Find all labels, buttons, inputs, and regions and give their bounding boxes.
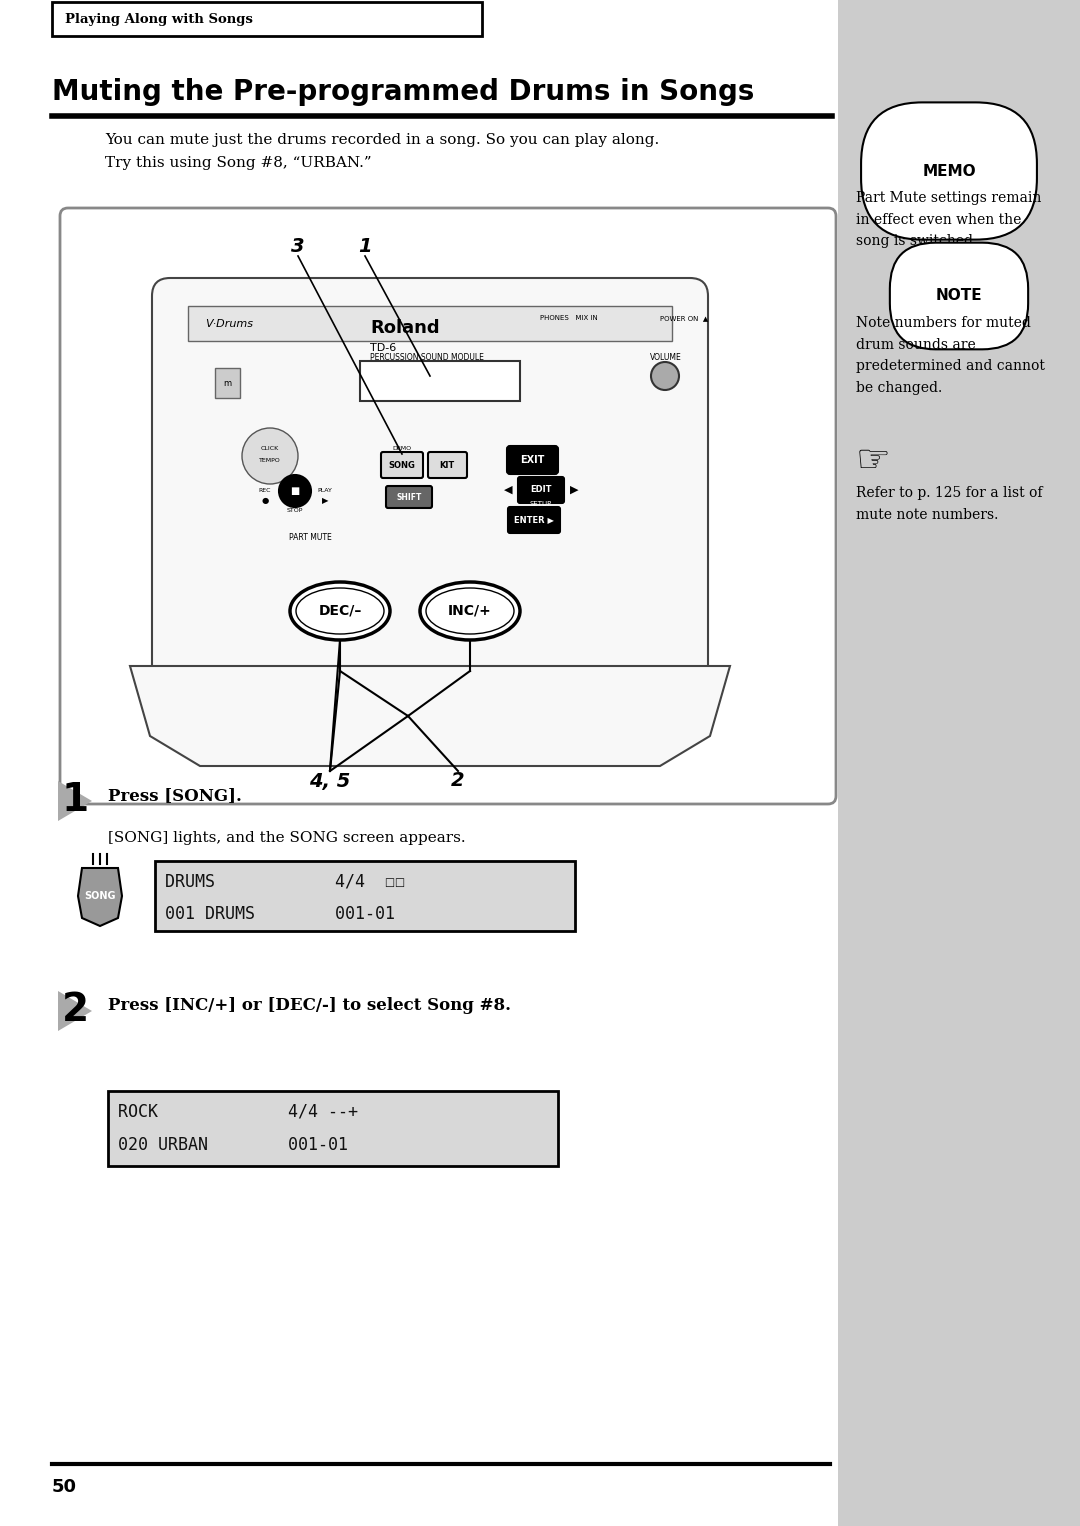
FancyBboxPatch shape [508,507,561,533]
PathPatch shape [130,665,730,766]
Text: EXIT: EXIT [519,455,544,465]
Text: SONG: SONG [389,461,416,470]
FancyBboxPatch shape [507,446,558,475]
Text: ENTER ▶: ENTER ▶ [514,516,554,525]
Text: PLAY: PLAY [318,488,333,493]
Text: DEMO: DEMO [392,446,411,450]
Bar [156,861,575,931]
FancyBboxPatch shape [518,478,564,504]
Text: Part Mute settings remain
in effect even when the
song is switched.: Part Mute settings remain in effect even… [856,191,1041,249]
Text: 4, 5: 4, 5 [309,772,351,790]
Text: PART MUTE: PART MUTE [288,534,332,543]
Text: m: m [222,378,231,388]
Text: ROCK             4/4 --+: ROCK 4/4 --+ [118,1103,357,1122]
Bar [108,1091,558,1166]
Text: TEMPO: TEMPO [259,458,281,462]
Text: ■: ■ [291,485,299,496]
Polygon shape [58,781,92,821]
Bar [838,0,1080,1526]
Text: PERCUSSION SOUND MODULE: PERCUSSION SOUND MODULE [370,353,484,362]
Circle shape [651,362,679,391]
Bar [360,362,519,401]
Text: INC/+: INC/+ [448,604,491,618]
Text: DEC/–: DEC/– [319,604,362,618]
Text: REC: REC [259,488,271,493]
FancyBboxPatch shape [381,452,423,478]
Text: You can mute just the drums recorded in a song. So you can play along.: You can mute just the drums recorded in … [105,133,659,146]
Text: EDIT: EDIT [530,485,552,494]
Text: DRUMS            4/4  ☐☐: DRUMS 4/4 ☐☐ [165,873,405,891]
Text: POWER ON  ▲: POWER ON ▲ [660,314,708,320]
Text: 001 DRUMS        001-01: 001 DRUMS 001-01 [165,905,395,923]
Text: CLICK: CLICK [261,446,279,450]
Bar [52,2,482,37]
Ellipse shape [420,581,519,639]
Text: SHIFT: SHIFT [396,493,421,502]
Polygon shape [58,990,92,1032]
Polygon shape [939,250,978,276]
Bar [188,307,672,340]
Text: ☞: ☞ [856,443,891,481]
Text: Press [INC/+] or [DEC/-] to select Song #8.: Press [INC/+] or [DEC/-] to select Song … [108,998,511,1015]
FancyBboxPatch shape [386,485,432,508]
Text: 2: 2 [62,990,90,1029]
FancyBboxPatch shape [60,208,836,804]
Text: V·Drums: V·Drums [205,319,253,330]
Text: MEMO: MEMO [922,163,976,179]
Text: 3: 3 [292,237,305,255]
FancyBboxPatch shape [152,278,708,684]
Text: Refer to p. 125 for a list of
mute note numbers.: Refer to p. 125 for a list of mute note … [856,485,1042,522]
Ellipse shape [291,581,390,639]
Text: 1: 1 [62,781,90,819]
Text: 1: 1 [359,237,372,255]
Text: Playing Along with Songs: Playing Along with Songs [65,12,253,26]
Text: Press [SONG].: Press [SONG]. [108,787,242,804]
Polygon shape [78,868,122,926]
Ellipse shape [296,588,384,633]
Text: NOTE: NOTE [935,288,983,304]
FancyBboxPatch shape [428,452,467,478]
Text: Try this using Song #8, “URBAN.”: Try this using Song #8, “URBAN.” [105,156,372,169]
Text: STOP: STOP [287,508,303,513]
Text: TD-6: TD-6 [370,343,396,353]
Text: ◀: ◀ [503,485,512,494]
Circle shape [279,475,311,507]
Text: [SONG] lights, and the SONG screen appears.: [SONG] lights, and the SONG screen appea… [108,832,465,845]
Text: Note numbers for muted
drum sounds are
predetermined and cannot
be changed.: Note numbers for muted drum sounds are p… [856,316,1044,395]
Text: 2: 2 [451,772,464,790]
Ellipse shape [426,588,514,633]
Text: SETUP: SETUP [530,501,552,507]
Text: ●: ● [261,496,269,505]
Circle shape [242,427,298,484]
Text: 50: 50 [52,1479,77,1495]
Text: SONG: SONG [84,891,116,900]
Bar [215,368,240,398]
Text: VOLUME: VOLUME [650,353,681,362]
Text: Muting the Pre-programmed Drums in Songs: Muting the Pre-programmed Drums in Songs [52,78,754,105]
Text: PHONES   MIX IN: PHONES MIX IN [540,314,597,320]
Text: KIT: KIT [440,461,455,470]
Text: 020 URBAN        001-01: 020 URBAN 001-01 [118,1135,348,1154]
Text: Roland: Roland [370,319,440,337]
Text: ▶: ▶ [322,496,328,505]
Text: ▶: ▶ [570,485,578,494]
